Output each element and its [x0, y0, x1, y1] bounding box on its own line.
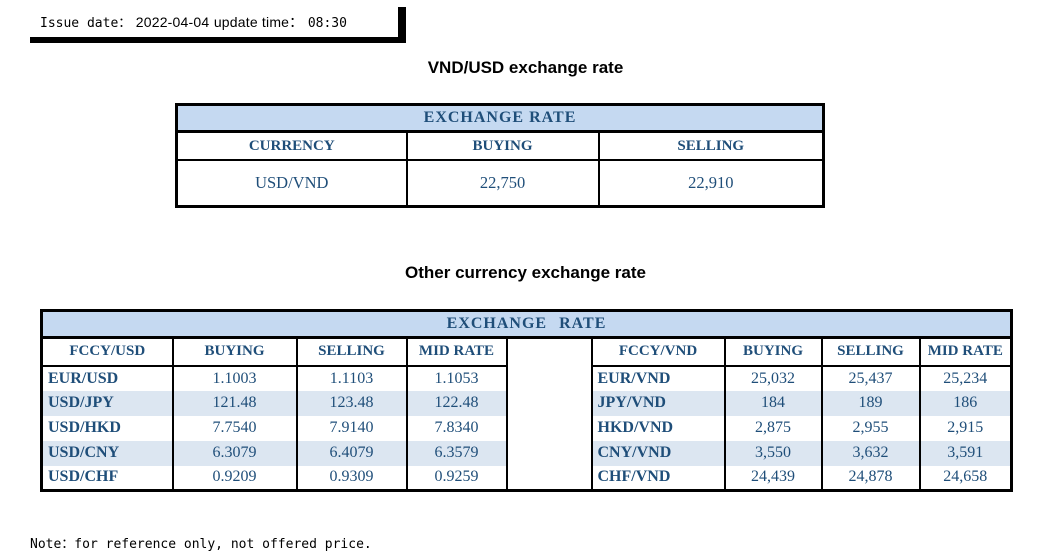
update-time-value: 08:30: [307, 16, 347, 31]
currency-pair-cell: USD/CNY: [40, 440, 174, 466]
buying-rate-cell: 1.1003: [171, 365, 298, 391]
vnd-usd-rate-table: EXCHANGE RATE CURRENCY BUYING SELLING US…: [175, 103, 825, 208]
buying-rate-cell: 6.3079: [171, 440, 298, 466]
issue-date-value: 2022-04-04: [135, 14, 210, 30]
mid-rate-column-header: MID RATE: [918, 336, 1013, 367]
selling-rate-cell: 25,437: [820, 365, 921, 391]
banner-row: EXCHANGE RATE: [40, 309, 1013, 339]
currency-pair-cell: EUR/USD: [40, 365, 174, 391]
buying-rate-cell: 2,875: [723, 415, 823, 441]
buying-rate-cell: 7.7540: [171, 415, 298, 441]
currency-pair-cell: JPY/VND: [590, 390, 726, 416]
table-gap-spacer: [505, 337, 593, 491]
table-row: USD/VND 22,750 22,910: [175, 160, 825, 206]
selling-rate-cell: 0.9309: [295, 465, 408, 491]
currency-pair-cell: USD/VND: [175, 160, 408, 206]
mid-rate-cell: 7.8340: [405, 415, 508, 441]
update-time-label: update time：: [213, 14, 304, 30]
selling-rate-cell: 3,632: [820, 440, 921, 466]
selling-rate-cell: 123.48: [295, 390, 408, 416]
mid-rate-cell: 25,234: [918, 365, 1013, 391]
buying-column-header: BUYING: [171, 336, 298, 367]
currency-pair-cell: CHF/VND: [590, 465, 726, 491]
footnote: Note：for reference only, not offered pri…: [30, 537, 372, 552]
table-row: USD/HKD 7.7540 7.9140 7.8340 HKD/VND 2,8…: [40, 415, 1013, 441]
currency-pair-cell: USD/JPY: [40, 390, 174, 416]
buying-rate-cell: 0.9209: [171, 465, 298, 491]
selling-rate-cell: 6.4079: [295, 440, 408, 466]
mid-rate-column-header: MID RATE: [405, 336, 508, 367]
currency-column-header: CURRENCY: [175, 130, 408, 161]
buying-rate-cell: 3,550: [723, 440, 823, 466]
corner-bar-decoration: [398, 7, 406, 43]
selling-rate-cell: 1.1103: [295, 365, 408, 391]
header-row: FCCY/USD BUYING SELLING MID RATE FCCY/VN…: [40, 336, 1013, 491]
table-row: USD/CNY 6.3079 6.4079 6.3579 CNY/VND 3,5…: [40, 440, 1013, 466]
issue-date-box: Issue date： 2022-04-04 update time： 08:3…: [30, 4, 406, 43]
other-currency-rate-table: EXCHANGE RATE FCCY/USD BUYING SELLING MI…: [40, 308, 1014, 492]
buying-rate-cell: 184: [723, 390, 823, 416]
mid-rate-cell: 6.3579: [405, 440, 508, 466]
exchange-rate-banner: EXCHANGE RATE: [40, 309, 1013, 339]
mid-rate-cell: 24,658: [918, 465, 1013, 491]
currency-pair-cell: HKD/VND: [590, 415, 726, 441]
currency-pair-cell: USD/HKD: [40, 415, 174, 441]
buying-rate-cell: 121.48: [171, 390, 298, 416]
currency-pair-cell: CNY/VND: [590, 440, 726, 466]
vnd-usd-section-title: VND/USD exchange rate: [427, 58, 624, 77]
selling-column-header: SELLING: [597, 130, 825, 161]
fccy-vnd-column-header: FCCY/VND: [590, 336, 726, 367]
currency-pair-cell: USD/CHF: [40, 465, 174, 491]
buying-rate-cell: 25,032: [723, 365, 823, 391]
other-currency-section-title: Other currency exchange rate: [405, 262, 646, 282]
selling-rate-cell: 7.9140: [295, 415, 408, 441]
buying-rate-cell: 24,439: [723, 465, 823, 491]
mid-rate-cell: 122.48: [405, 390, 508, 416]
header-row: CURRENCY BUYING SELLING: [175, 130, 825, 161]
mid-rate-cell: 186: [918, 390, 1013, 416]
buying-rate-cell: 22,750: [405, 160, 600, 206]
banner-row: EXCHANGE RATE: [175, 103, 825, 133]
issue-date-label: Issue date：: [40, 16, 132, 31]
table-row: EUR/USD 1.1003 1.1103 1.1053 EUR/VND 25,…: [40, 365, 1013, 391]
mid-rate-cell: 3,591: [918, 440, 1013, 466]
table-row: USD/CHF 0.9209 0.9309 0.9259 CHF/VND 24,…: [40, 465, 1013, 491]
mid-rate-cell: 0.9259: [405, 465, 508, 491]
buying-column-header: BUYING: [405, 130, 600, 161]
table-row: USD/JPY 121.48 123.48 122.48 JPY/VND 184…: [40, 390, 1013, 416]
selling-column-header: SELLING: [295, 336, 408, 367]
selling-rate-cell: 189: [820, 390, 921, 416]
buying-column-header: BUYING: [723, 336, 823, 367]
selling-rate-cell: 24,878: [820, 465, 921, 491]
selling-rate-cell: 22,910: [597, 160, 825, 206]
exchange-rate-banner: EXCHANGE RATE: [175, 103, 825, 133]
currency-pair-cell: EUR/VND: [590, 365, 726, 391]
selling-column-header: SELLING: [820, 336, 921, 367]
selling-rate-cell: 2,955: [820, 415, 921, 441]
mid-rate-cell: 2,915: [918, 415, 1013, 441]
mid-rate-cell: 1.1053: [405, 365, 508, 391]
fccy-usd-column-header: FCCY/USD: [40, 336, 174, 367]
